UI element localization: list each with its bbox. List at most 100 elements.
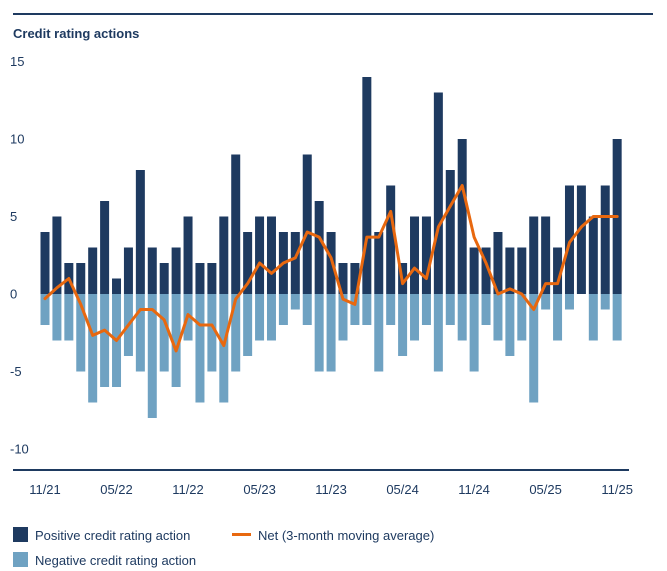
- positive-bar: [350, 263, 360, 294]
- x-tick-label: 11/21: [29, 482, 61, 497]
- x-tick-label: 05/22: [100, 482, 133, 497]
- positive-bar: [100, 201, 110, 294]
- negative-bar: [493, 294, 503, 341]
- y-axis-labels: 15 10 5 0 -5 -10: [10, 54, 29, 457]
- x-tick-label: 11/23: [315, 482, 347, 497]
- x-tick-label: 05/25: [529, 482, 562, 497]
- positive-bar: [231, 154, 241, 294]
- negative-bar: [445, 294, 455, 325]
- negative-bar: [433, 294, 443, 372]
- positive-bar: [433, 92, 443, 294]
- negative-bar: [195, 294, 205, 403]
- negative-bar: [290, 294, 300, 310]
- positive-bar: [135, 170, 145, 294]
- positive-bar: [147, 247, 157, 294]
- positive-bar: [88, 247, 98, 294]
- negative-bar: [302, 294, 312, 325]
- negative-bar: [398, 294, 408, 356]
- positive-bar: [183, 216, 193, 294]
- negative-bar: [40, 294, 50, 325]
- negative-bar: [410, 294, 420, 341]
- positive-bar: [445, 170, 455, 294]
- negative-bar: [564, 294, 574, 310]
- y-tick-label: 0: [10, 287, 17, 302]
- x-axis-labels: 11/21 05/22 11/22 05/23 11/23 05/24 11/24 05/25…: [29, 482, 633, 497]
- negative-bar: [529, 294, 539, 403]
- positive-bar: [123, 247, 133, 294]
- negative-bar: [612, 294, 622, 341]
- x-tick-label: 05/23: [243, 482, 276, 497]
- positive-bar: [564, 185, 574, 294]
- positive-bar: [266, 216, 276, 294]
- negative-bar: [100, 294, 110, 387]
- positive-bar: [481, 247, 491, 294]
- y-tick-label: -10: [10, 442, 29, 457]
- negative-bar: [505, 294, 515, 356]
- negative-bar: [588, 294, 598, 341]
- negative-bar: [88, 294, 98, 403]
- positive-bar: [374, 232, 384, 294]
- negative-bar: [243, 294, 253, 356]
- negative-bar: [278, 294, 288, 325]
- negative-bar: [159, 294, 169, 372]
- positive-bar: [243, 232, 253, 294]
- positive-bar: [255, 216, 265, 294]
- negative-bar: [481, 294, 491, 325]
- positive-bar: [338, 263, 348, 294]
- x-axis-line: [13, 469, 629, 471]
- positive-bar: [588, 216, 598, 294]
- negative-bars: [40, 294, 622, 418]
- negative-bar: [553, 294, 563, 341]
- x-tick-label: 11/25: [601, 482, 633, 497]
- positive-bar: [386, 185, 396, 294]
- positive-bar: [171, 247, 181, 294]
- positive-bar: [541, 216, 551, 294]
- net-line: [43, 184, 619, 353]
- negative-bar: [147, 294, 157, 418]
- positive-bar: [600, 185, 610, 294]
- positive-bar: [302, 154, 312, 294]
- positive-bar: [576, 185, 586, 294]
- x-tick-label: 05/24: [386, 482, 419, 497]
- negative-bar: [338, 294, 348, 341]
- positive-bar: [457, 139, 467, 294]
- y-tick-label: 10: [10, 132, 24, 147]
- negative-bar: [457, 294, 467, 341]
- positive-bar: [195, 263, 205, 294]
- negative-bar: [469, 294, 479, 372]
- positive-bar: [469, 247, 479, 294]
- chart-title: Credit rating actions: [13, 26, 140, 41]
- negative-bar: [541, 294, 551, 310]
- positive-bar: [40, 232, 50, 294]
- negative-bar: [314, 294, 324, 372]
- y-tick-label: 5: [10, 209, 17, 224]
- positive-bar: [517, 247, 527, 294]
- positive-bar: [553, 247, 563, 294]
- positive-bar: [362, 77, 372, 294]
- y-tick-label: -5: [10, 364, 22, 379]
- negative-bar: [326, 294, 336, 372]
- positive-bar: [421, 216, 431, 294]
- negative-bar: [517, 294, 527, 341]
- positive-bar: [493, 232, 503, 294]
- positive-bar: [76, 263, 86, 294]
- negative-bar: [362, 294, 372, 325]
- negative-bar: [219, 294, 229, 403]
- negative-bar: [350, 294, 360, 325]
- top-rule: [13, 13, 653, 15]
- negative-bar: [231, 294, 241, 372]
- positive-bar: [207, 263, 217, 294]
- positive-bar: [290, 232, 300, 294]
- positive-bar: [505, 247, 515, 294]
- positive-bar: [112, 278, 122, 294]
- negative-bar: [52, 294, 62, 341]
- negative-bar: [255, 294, 265, 341]
- positive-bar: [52, 216, 62, 294]
- negative-bar: [374, 294, 384, 372]
- negative-bar: [64, 294, 74, 341]
- negative-bar: [421, 294, 431, 325]
- negative-bar: [600, 294, 610, 310]
- x-tick-label: 11/24: [458, 482, 490, 497]
- positive-bar: [314, 201, 324, 294]
